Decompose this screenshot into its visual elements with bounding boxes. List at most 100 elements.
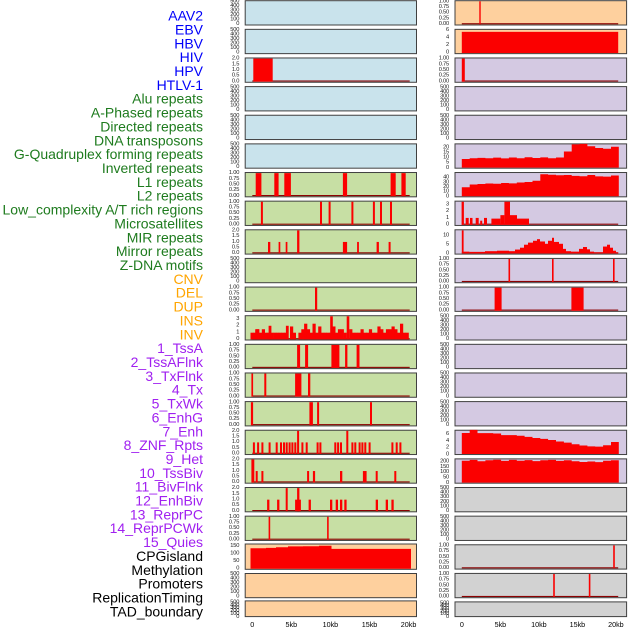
svg-text:9_Het: 9_Het [166, 451, 203, 467]
svg-text:A-Phased repeats: A-Phased repeats [91, 105, 203, 121]
svg-text:0.50: 0.50 [229, 182, 239, 188]
svg-text:0.25: 0.25 [229, 359, 239, 365]
svg-text:1.00: 1.00 [439, 285, 449, 291]
svg-text:8_ZNF_Rpts: 8_ZNF_Rpts [124, 437, 203, 453]
svg-text:500: 500 [230, 84, 239, 90]
svg-text:100: 100 [230, 589, 239, 595]
svg-text:15: 15 [443, 149, 449, 155]
svg-text:0.0: 0.0 [232, 508, 239, 514]
svg-text:1.00: 1.00 [229, 514, 239, 520]
svg-text:0: 0 [446, 251, 449, 257]
svg-text:0.00: 0.00 [229, 393, 239, 399]
svg-text:300: 300 [230, 122, 239, 128]
svg-text:0: 0 [236, 21, 239, 27]
svg-text:0: 0 [446, 193, 449, 199]
svg-text:500: 500 [230, 142, 239, 148]
svg-text:2_TssAFlnk: 2_TssAFlnk [131, 354, 204, 370]
svg-text:0.75: 0.75 [229, 376, 239, 382]
svg-text:200: 200 [440, 527, 449, 533]
svg-text:0.50: 0.50 [229, 353, 239, 359]
svg-text:300: 300 [230, 7, 239, 13]
svg-text:0.50: 0.50 [439, 582, 449, 588]
svg-text:2.0: 2.0 [232, 428, 239, 434]
svg-text:3: 3 [446, 202, 449, 208]
svg-text:200: 200 [440, 459, 449, 465]
svg-text:400: 400 [440, 318, 449, 324]
svg-text:Microsatellites: Microsatellites [114, 215, 203, 231]
svg-text:100: 100 [440, 611, 449, 617]
svg-text:200: 200 [440, 499, 449, 505]
svg-text:0: 0 [236, 565, 239, 571]
svg-text:TAD_boundary: TAD_boundary [110, 603, 203, 619]
svg-text:0: 0 [446, 508, 449, 514]
svg-text:0.25: 0.25 [439, 588, 449, 594]
svg-text:40: 40 [443, 175, 449, 181]
svg-text:0.5: 0.5 [232, 244, 239, 250]
svg-text:20: 20 [443, 144, 449, 150]
svg-text:1.0: 1.0 [232, 497, 239, 503]
svg-text:500: 500 [230, 256, 239, 262]
svg-text:100: 100 [440, 417, 449, 423]
svg-text:400: 400 [440, 490, 449, 496]
svg-text:15kb: 15kb [570, 620, 586, 629]
svg-text:ReplicationTiming: ReplicationTiming [92, 590, 203, 606]
svg-text:1.0: 1.0 [232, 239, 239, 245]
svg-text:HPV: HPV [174, 63, 203, 79]
svg-text:50: 50 [233, 558, 239, 564]
svg-text:0.75: 0.75 [229, 176, 239, 182]
svg-text:200: 200 [230, 155, 239, 161]
svg-text:100: 100 [440, 469, 449, 475]
svg-text:0.25: 0.25 [229, 216, 239, 222]
svg-text:10: 10 [443, 232, 449, 238]
svg-text:6_EnhG: 6_EnhG [152, 409, 203, 425]
svg-text:100: 100 [230, 550, 239, 556]
svg-text:0.75: 0.75 [439, 61, 449, 67]
svg-text:2: 2 [446, 208, 449, 214]
svg-text:DEL: DEL [176, 285, 203, 301]
svg-text:0.00: 0.00 [439, 279, 449, 285]
svg-text:300: 300 [440, 408, 449, 414]
svg-text:1.5: 1.5 [232, 233, 239, 239]
svg-text:Z-DNA motifs: Z-DNA motifs [120, 257, 203, 273]
svg-text:4: 4 [446, 35, 449, 41]
svg-text:12_EnhBiv: 12_EnhBiv [135, 493, 203, 509]
svg-text:100: 100 [440, 503, 449, 509]
svg-text:0.50: 0.50 [229, 210, 239, 216]
svg-text:DUP: DUP [173, 299, 203, 315]
svg-text:Methylation: Methylation [131, 562, 203, 578]
svg-text:0.00: 0.00 [229, 365, 239, 371]
svg-text:200: 200 [440, 413, 449, 419]
svg-text:0.00: 0.00 [229, 222, 239, 228]
svg-text:100: 100 [230, 102, 239, 108]
svg-text:20kb: 20kb [401, 620, 417, 629]
svg-text:INV: INV [180, 326, 204, 342]
svg-text:1.00: 1.00 [439, 56, 449, 62]
svg-text:0.5: 0.5 [232, 445, 239, 451]
svg-text:400: 400 [230, 117, 239, 123]
svg-text:1.0: 1.0 [232, 468, 239, 474]
svg-text:CNV: CNV [173, 271, 203, 287]
svg-text:0.00: 0.00 [229, 536, 239, 542]
svg-text:2: 2 [446, 42, 449, 48]
svg-text:1.5: 1.5 [232, 462, 239, 468]
svg-text:0.75: 0.75 [439, 290, 449, 296]
svg-text:200: 200 [440, 356, 449, 362]
svg-text:1.00: 1.00 [229, 199, 239, 205]
svg-text:HIV: HIV [180, 49, 204, 65]
svg-text:300: 300 [440, 93, 449, 99]
svg-text:0.25: 0.25 [229, 416, 239, 422]
svg-text:0: 0 [250, 620, 254, 629]
svg-text:400: 400 [230, 261, 239, 267]
svg-text:300: 300 [230, 36, 239, 42]
svg-text:0.25: 0.25 [229, 302, 239, 308]
svg-text:400: 400 [230, 602, 239, 608]
svg-text:2: 2 [236, 323, 239, 329]
svg-text:300: 300 [440, 380, 449, 386]
svg-text:2.0: 2.0 [232, 56, 239, 62]
svg-text:0.00: 0.00 [229, 193, 239, 199]
svg-text:0.25: 0.25 [439, 73, 449, 79]
svg-text:400: 400 [440, 404, 449, 410]
svg-text:400: 400 [440, 518, 449, 524]
svg-text:100: 100 [230, 45, 239, 51]
svg-text:100: 100 [230, 160, 239, 166]
